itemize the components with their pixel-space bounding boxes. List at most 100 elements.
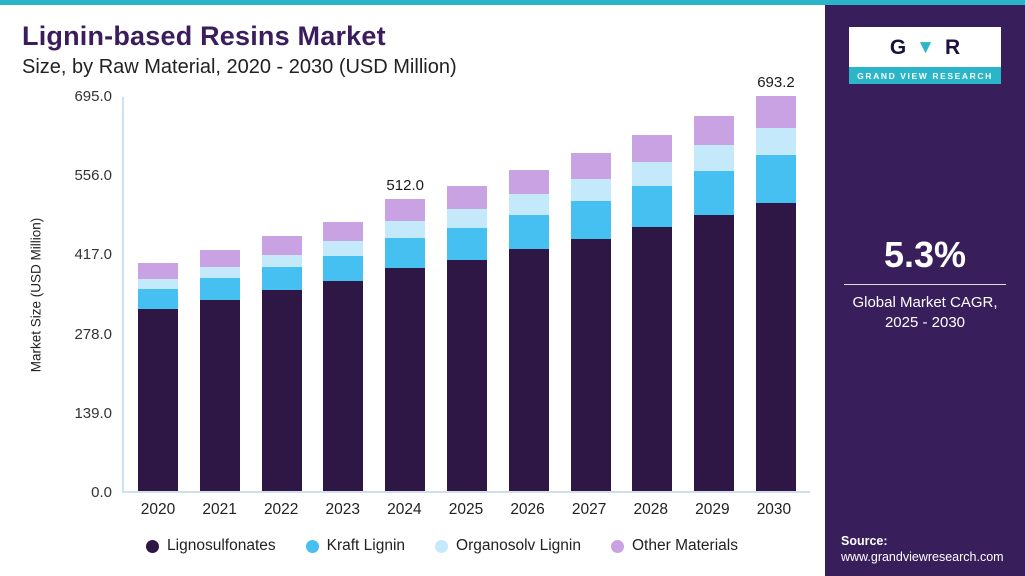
bar-segment-lignosulfonates xyxy=(385,267,426,491)
bar-segment-kraft-lignin xyxy=(138,289,178,309)
x-label-2020: 2020 xyxy=(140,501,176,518)
x-label-2022: 2022 xyxy=(263,501,299,518)
y-tick-278: 278.0 xyxy=(74,325,112,343)
bar-2020 xyxy=(138,97,178,491)
legend-dot-icon xyxy=(611,539,624,553)
x-label-2029: 2029 xyxy=(695,501,730,518)
bar-segment-other-materials xyxy=(138,263,178,280)
bar-stack-2029 xyxy=(694,115,735,491)
source-block: Source: www.grandviewresearch.com xyxy=(841,534,1004,564)
bar-segment-kraft-lignin xyxy=(632,186,673,228)
bar-stack-2030 xyxy=(755,96,796,491)
bar-segment-organosolv-lignin xyxy=(632,162,673,187)
legend-item-lignosulfonates: Lignosulfonates xyxy=(146,537,276,555)
bar-segment-other-materials xyxy=(323,222,364,242)
bar-segment-lignosulfonates xyxy=(261,290,302,491)
bar-segment-organosolv-lignin xyxy=(199,267,240,279)
bar-segment-organosolv-lignin xyxy=(323,241,364,256)
y-tick-139: 139.0 xyxy=(74,404,112,422)
bar-segment-other-materials xyxy=(755,96,796,128)
x-axis-labels: 2020 2021 2022 2023 2024 2025 2026 2027 2028 2029… xyxy=(122,501,810,519)
legend-dot-icon xyxy=(146,539,160,553)
bar-2026 xyxy=(508,97,549,491)
bar-2028 xyxy=(632,97,673,491)
bar-segment-kraft-lignin xyxy=(694,170,735,216)
bar-2027 xyxy=(570,97,611,491)
bars-container: 512.0 693.2 xyxy=(124,74,810,491)
y-axis-title: Market Size (USD Million) xyxy=(28,217,44,373)
bar-stack-2021 xyxy=(199,250,240,491)
legend-item-organosolv-lignin: Organosolv Lignin xyxy=(435,537,581,555)
bar-2029 xyxy=(694,97,735,491)
bar-segment-organosolv-lignin xyxy=(138,279,178,290)
bar-stack-2022 xyxy=(261,236,302,491)
bar-2023 xyxy=(323,97,364,491)
brand-name: GRAND VIEW RESEARCH xyxy=(857,70,993,81)
bar-segment-kraft-lignin xyxy=(323,255,364,282)
bar-segment-organosolv-lignin xyxy=(755,127,796,155)
cagr-label: Global Market CAGR, 2025 - 2030 xyxy=(840,293,1010,334)
x-label-2023: 2023 xyxy=(325,501,361,518)
bar-segment-organosolv-lignin xyxy=(261,254,302,268)
cagr-label-line1: Global Market CAGR, xyxy=(852,294,998,311)
bar-stack-2024 xyxy=(385,199,426,491)
logo-triangle-icon: ▼ xyxy=(916,36,935,58)
cagr-value: 5.3% xyxy=(883,234,967,275)
bar-2025 xyxy=(446,97,487,491)
bar-segment-other-materials xyxy=(261,236,302,255)
plot-area: 512.0 693.2 xyxy=(122,74,810,493)
x-label-2030: 2030 xyxy=(756,501,792,518)
bar-segment-organosolv-lignin xyxy=(694,145,735,171)
bar-segment-other-materials xyxy=(694,115,735,146)
bar-stack-2026 xyxy=(508,169,549,491)
bar-2021 xyxy=(199,97,240,491)
x-label-2027: 2027 xyxy=(571,501,607,518)
legend-label: Other Materials xyxy=(632,537,738,554)
bar-segment-kraft-lignin xyxy=(570,201,611,239)
legend-label: Organosolv Lignin xyxy=(456,537,581,554)
bar-stack-2023 xyxy=(323,222,364,491)
logo-letter-g: G xyxy=(889,35,907,59)
y-tick-556: 556.0 xyxy=(74,167,112,185)
legend-label: Kraft Lignin xyxy=(326,537,406,554)
bar-segment-lignosulfonates xyxy=(632,227,673,491)
bar-segment-lignosulfonates xyxy=(323,281,364,491)
bar-2030: 693.2 xyxy=(755,74,796,491)
bar-stack-2020 xyxy=(138,263,178,491)
cagr-label-line2: 2025 - 2030 xyxy=(884,314,966,332)
cagr-divider xyxy=(844,284,1006,285)
logo-letter-r: R xyxy=(944,35,961,59)
legend-label: Lignosulfonates xyxy=(167,537,276,554)
bar-segment-kraft-lignin xyxy=(385,238,426,268)
chart-panel: Lignin-based Resins Market Size, by Raw … xyxy=(0,5,825,576)
source-url-link[interactable]: www.grandviewresearch.com xyxy=(841,550,1004,564)
bar-segment-organosolv-lignin xyxy=(508,194,549,215)
bar-value-label-2030: 693.2 xyxy=(757,74,795,92)
page-title: Lignin-based Resins Market xyxy=(22,21,386,51)
bar-segment-other-materials xyxy=(508,169,549,195)
legend-item-other-materials: Other Materials xyxy=(611,537,738,555)
bar-segment-lignosulfonates xyxy=(755,202,796,491)
x-label-2025: 2025 xyxy=(448,501,484,518)
bar-segment-organosolv-lignin xyxy=(570,178,611,201)
bar-stack-2027 xyxy=(570,152,611,491)
bar-segment-lignosulfonates xyxy=(570,238,611,491)
bar-segment-other-materials xyxy=(199,250,240,268)
y-tick-0: 0.0 xyxy=(91,484,112,501)
brand-logo: G ▼ R GRAND VIEW RESEARCH xyxy=(849,27,1001,84)
brand-logo-glyphs: G ▼ R xyxy=(849,27,1001,67)
page-subtitle: Size, by Raw Material, 2020 - 2030 (USD … xyxy=(22,56,457,78)
bar-segment-other-materials xyxy=(385,199,426,221)
bar-stack-2025 xyxy=(446,185,487,491)
bar-segment-organosolv-lignin xyxy=(446,208,487,228)
x-label-2024: 2024 xyxy=(387,501,422,518)
legend-dot-icon xyxy=(305,539,319,553)
legend-item-kraft-lignin: Kraft Lignin xyxy=(305,537,406,555)
bar-2022 xyxy=(261,97,302,491)
brand-logo-strip: GRAND VIEW RESEARCH xyxy=(849,67,1001,84)
bar-stack-2028 xyxy=(632,134,673,491)
top-accent-bar xyxy=(0,0,1025,5)
bar-segment-lignosulfonates xyxy=(446,259,487,491)
bar-2024: 512.0 xyxy=(385,97,426,491)
page: Lignin-based Resins Market Size, by Raw … xyxy=(0,5,1025,576)
